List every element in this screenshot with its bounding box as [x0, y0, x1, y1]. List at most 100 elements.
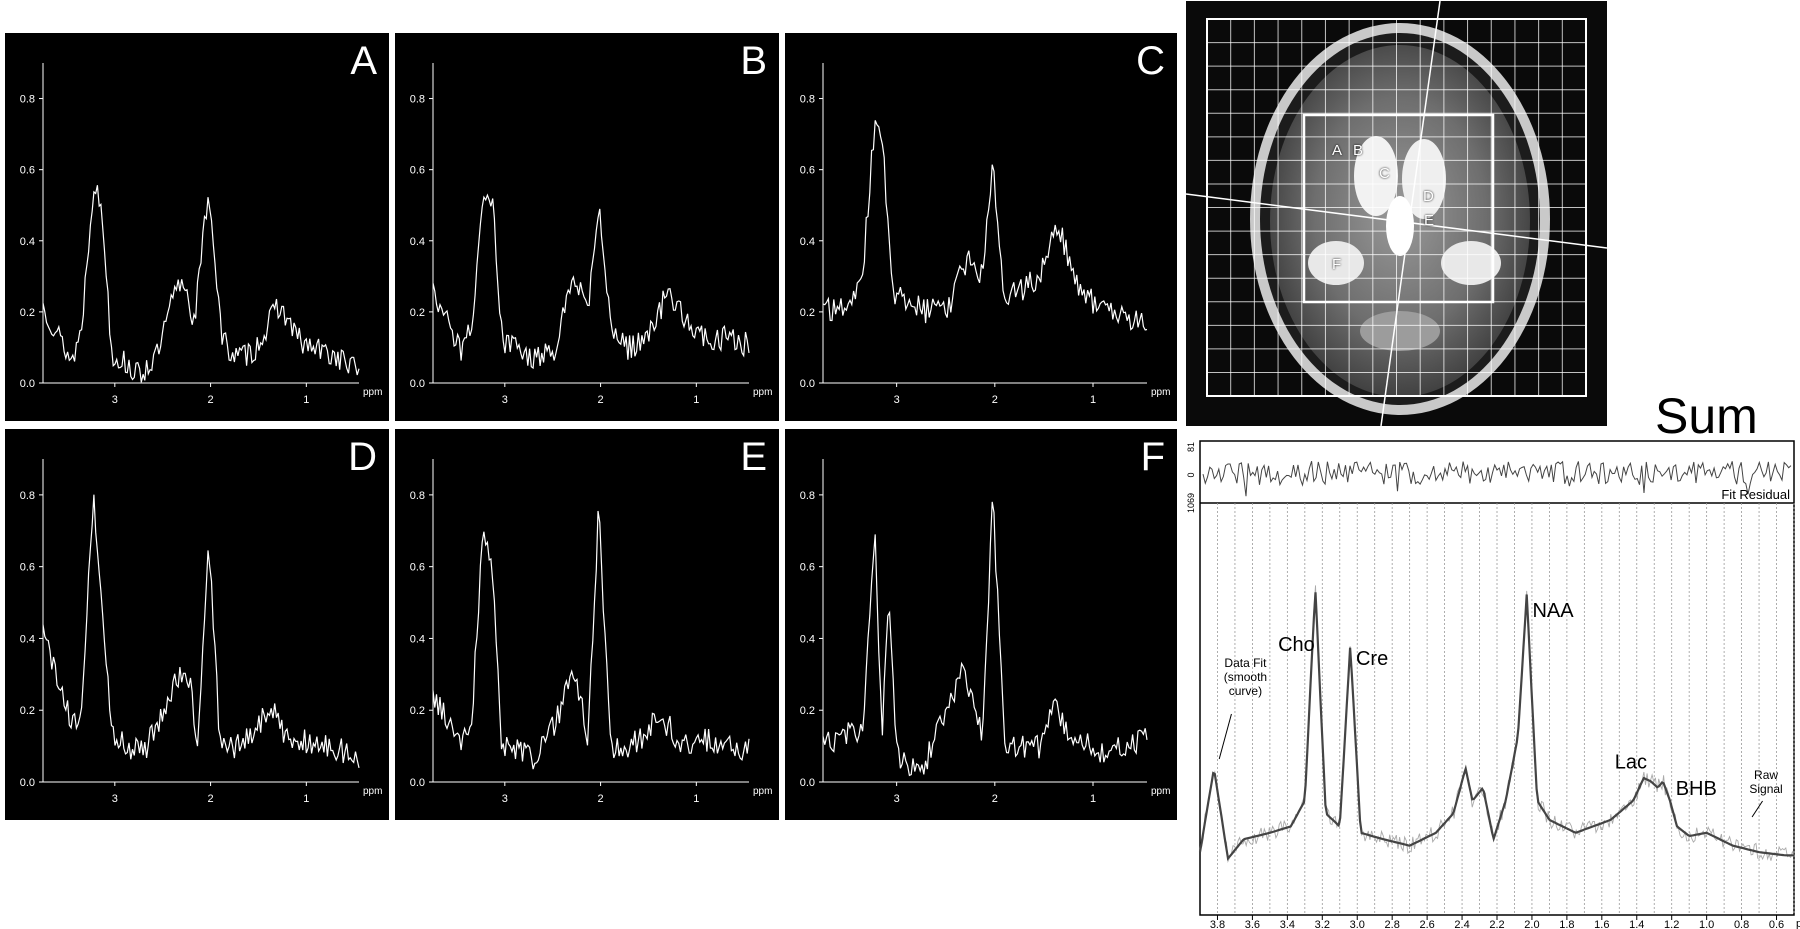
peak-label: Cre [1356, 648, 1388, 670]
y-tick-label: 0.2 [800, 307, 815, 319]
spectrum-trace [432, 510, 750, 770]
residual-tick-label: 81 [1186, 442, 1196, 452]
annotation-leader [1751, 800, 1763, 818]
x-tick-label: 1 [1090, 793, 1096, 805]
x-tick-label: 3.6 [1245, 919, 1260, 929]
x-tick-label: 1 [303, 793, 309, 805]
x-unit-label: ppm [1151, 387, 1170, 398]
y-tick-label: 0.6 [20, 562, 35, 574]
y-tick-label: 0.2 [800, 705, 815, 717]
x-tick-label: 2.2 [1489, 919, 1504, 929]
voxel-label-d: D [1423, 188, 1434, 205]
y-tick-label: 0.4 [410, 236, 425, 248]
voxel-label-b: B [1353, 142, 1364, 159]
y-tick-label: 0.8 [20, 94, 35, 106]
voxel-label-c: C [1379, 165, 1390, 182]
y-tick-label: 0.2 [410, 705, 425, 717]
x-tick-label: 2.0 [1524, 919, 1539, 929]
raw-signal-annotation: Signal [1749, 782, 1782, 796]
spectrum-trace [432, 193, 750, 370]
x-tick-label: 2 [992, 793, 998, 805]
y-tick-label: 0.4 [20, 633, 35, 645]
x-tick-label: 0.8 [1734, 919, 1749, 929]
y-tick-label: 0.0 [800, 777, 815, 789]
x-tick-label: 2 [992, 394, 998, 406]
spectrum-panel-a: 0.0 0.2 0.4 0.6 0.8 3 2 1 ppm A [5, 33, 389, 421]
spectrum-panel-c: 0.0 0.2 0.4 0.6 0.8 3 2 1 ppm C [785, 33, 1177, 421]
x-tick-label: 2 [208, 793, 214, 805]
x-tick-label: 0.6 [1769, 919, 1784, 929]
y-tick-label: 0.8 [800, 490, 815, 502]
slice-line-horizontal [1186, 193, 1607, 249]
spectrum-plot-a: 0.0 0.2 0.4 0.6 0.8 3 2 1 ppm [20, 63, 382, 406]
voxel-label-e: E [1424, 212, 1435, 229]
field-of-view-box [1206, 18, 1587, 397]
x-tick-label: 1.8 [1559, 919, 1574, 929]
spectrum-plot-e: 0.0 0.2 0.4 0.6 0.8 3 2 1 ppm [410, 459, 772, 805]
x-tick-label: 3 [894, 394, 900, 406]
x-tick-label: 1 [693, 394, 699, 406]
annotation-leader [1218, 713, 1232, 760]
voxel-grid [1207, 19, 1586, 396]
x-tick-label: 3 [112, 793, 118, 805]
x-unit-label: ppm [363, 786, 382, 797]
sum-title: Sum [1655, 388, 1758, 444]
x-tick-label: 3.4 [1280, 919, 1295, 929]
y-tick-label: 0.0 [20, 777, 35, 789]
x-tick-label: 2 [598, 394, 604, 406]
peak-label: Cho [1278, 634, 1315, 656]
peak-label: Lac [1615, 751, 1647, 773]
peak-label: BHB [1676, 778, 1717, 800]
y-tick-label: 0.6 [800, 562, 815, 574]
x-tick-label: 2 [598, 793, 604, 805]
y-tick-label: 0.6 [800, 165, 815, 177]
spectrum-panel-b: 0.0 0.2 0.4 0.6 0.8 3 2 1 ppm B [395, 33, 779, 421]
residual-trace [1202, 460, 1792, 497]
x-tick-label: 2.8 [1385, 919, 1400, 929]
spectrum-panel-d: 0.0 0.2 0.4 0.6 0.8 3 2 1 ppm D [5, 429, 389, 820]
x-tick-label: 1.2 [1664, 919, 1679, 929]
x-unit-label: ppm [363, 387, 382, 398]
panel-letter-c: C [1136, 39, 1165, 83]
y-tick-label: 0.6 [410, 562, 425, 574]
x-unit-label: ppm [753, 786, 772, 797]
x-unit-label: ppm [753, 387, 772, 398]
data-fit-trace [1198, 592, 1794, 861]
spectrum-panel-e: 0.0 0.2 0.4 0.6 0.8 3 2 1 ppm E [395, 429, 779, 820]
voxel-label-a: A [1332, 142, 1343, 159]
y-tick-label: 0.0 [410, 777, 425, 789]
spectrum-trace [42, 185, 360, 383]
mri-grid-overlay [1186, 1, 1607, 426]
sum-spectrum-panel: 81 0 1069 3.8 3.6 3.4 3.2 3.0 2.8 2.6 2.4 2.2 2.0 1.8… [1182, 439, 1800, 929]
y-tick-label: 0.8 [800, 94, 815, 106]
y-tick-label: 0.8 [410, 490, 425, 502]
y-tick-label: 0.4 [800, 236, 815, 248]
panel-letter-e: E [740, 435, 767, 479]
y-tick-label: 0.4 [410, 633, 425, 645]
residual-tick-label: 1069 [1186, 493, 1196, 513]
x-tick-label: 2 [208, 394, 214, 406]
panel-letter-f: F [1140, 435, 1165, 479]
y-tick-label: 0.2 [20, 307, 35, 319]
spectrum-plot-c: 0.0 0.2 0.4 0.6 0.8 3 2 1 ppm [800, 63, 1170, 406]
spectrum-trace [822, 501, 1148, 777]
y-tick-label: 0.8 [20, 490, 35, 502]
x-unit-label: ppm [1796, 918, 1800, 929]
x-tick-label: 1 [693, 793, 699, 805]
peak-label: NAA [1532, 600, 1574, 622]
slice-line-vertical [1380, 1, 1441, 426]
x-tick-label: 2.4 [1454, 919, 1469, 929]
panel-letter-d: D [348, 435, 377, 479]
y-tick-label: 0.0 [800, 378, 815, 390]
spectrum-plot-d: 0.0 0.2 0.4 0.6 0.8 3 2 1 ppm [20, 459, 382, 805]
data-fit-annotation: Data Fit [1224, 656, 1267, 670]
raw-signal-annotation: Raw [1754, 768, 1778, 782]
y-tick-label: 0.8 [410, 94, 425, 106]
x-tick-label: 3.0 [1350, 919, 1365, 929]
panel-letter-a: A [350, 39, 377, 83]
data-fit-annotation: (smooth [1224, 670, 1267, 684]
spectrum-plot-f: 0.0 0.2 0.4 0.6 0.8 3 2 1 ppm [800, 459, 1170, 805]
x-unit-label: ppm [1151, 786, 1170, 797]
x-tick-label: 1.6 [1594, 919, 1609, 929]
x-tick-label: 3 [502, 394, 508, 406]
